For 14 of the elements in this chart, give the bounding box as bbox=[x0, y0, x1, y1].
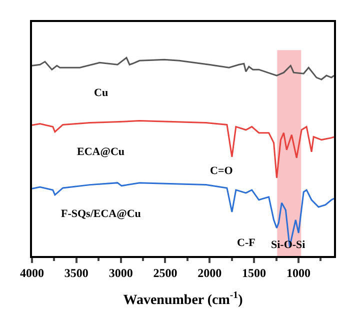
annotation: C-F bbox=[237, 237, 256, 249]
text: Cu bbox=[94, 87, 108, 99]
text: ECA@Cu bbox=[77, 146, 125, 158]
annotation: C=O bbox=[210, 165, 234, 177]
annotation: Si-O-Si bbox=[271, 239, 306, 251]
x-axis-title: Wavenumber (cm$^{-1}$) bbox=[123, 290, 244, 308]
x-tick-label: 1500 bbox=[242, 266, 266, 280]
x-tick-label: 3000 bbox=[108, 266, 133, 280]
x-tick-label: 4000 bbox=[20, 266, 44, 280]
series-label: F-SQs/ECA@Cu bbox=[61, 208, 141, 220]
x-tick-label: 3500 bbox=[64, 266, 88, 280]
x-tick-label: 2500 bbox=[153, 266, 178, 280]
x-tick-label: 1000 bbox=[286, 266, 310, 280]
x-tick-label: 2000 bbox=[198, 266, 222, 280]
